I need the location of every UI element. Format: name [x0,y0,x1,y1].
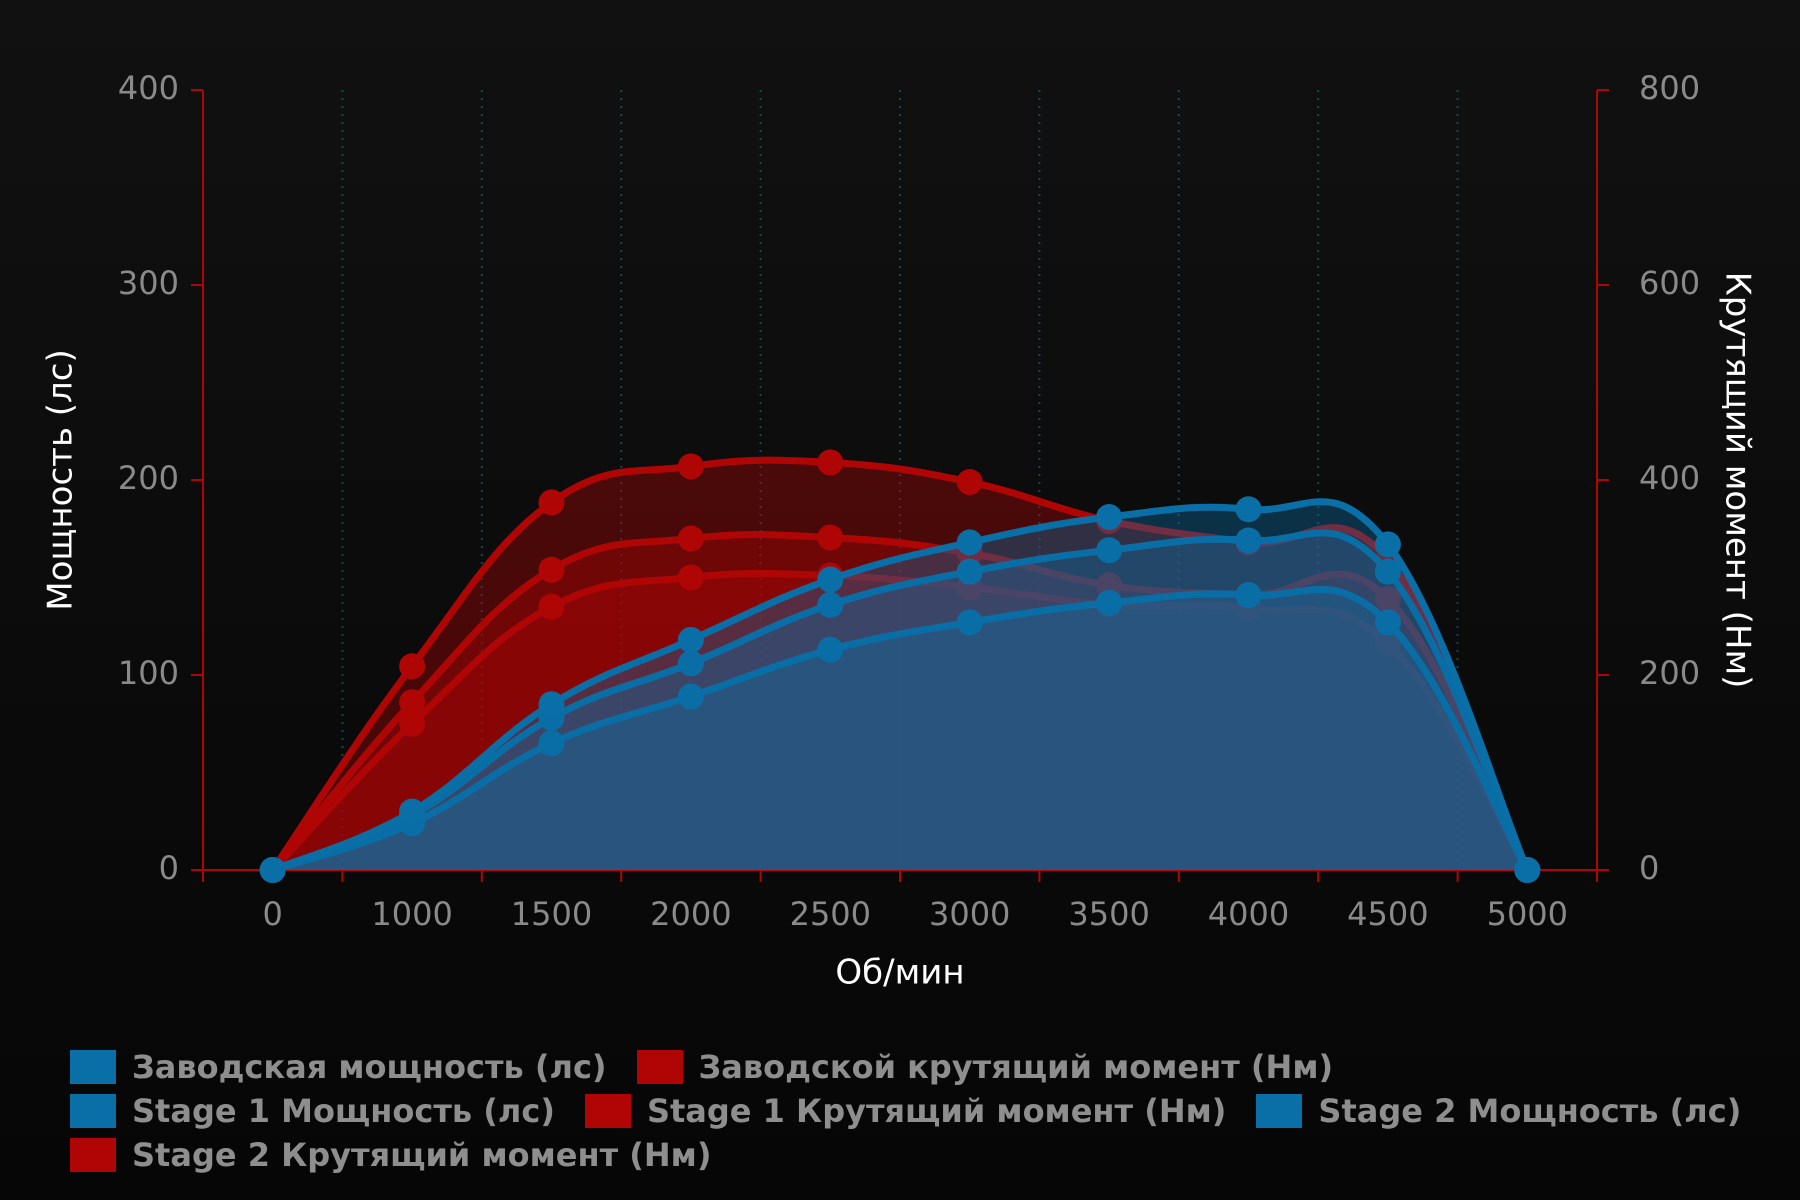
x-tick-label: 2000 [650,895,731,933]
legend-item[interactable]: Заводской крутящий момент (Нм) [636,1048,1334,1086]
line [270,569,1531,873]
legend-label: Заводская мощность (лс) [132,1048,607,1086]
legend-item[interactable]: Stage 1 Крутящий момент (Нм) [584,1092,1227,1130]
area [272,460,1528,870]
x-tick-label: 0 [263,895,283,933]
line [271,586,1531,874]
point [677,626,704,653]
point [677,525,704,552]
y-tick-label: 0 [159,849,179,887]
x-tick-label: 3500 [1068,895,1149,933]
y-tick-label: 300 [118,264,179,302]
legend-swatch [636,1050,683,1084]
point [1374,609,1401,636]
point [677,453,704,480]
point [817,566,844,593]
point [817,636,844,663]
point [956,529,983,556]
point [677,650,704,677]
legend-label: Stage 1 Крутящий момент (Нм) [646,1092,1227,1130]
legend-label: Заводской крутящий момент (Нм) [698,1048,1334,1086]
point [399,798,426,825]
line [270,531,1531,873]
point [1235,582,1262,609]
point [538,730,565,757]
point [817,591,844,618]
point [538,489,565,516]
legend-swatch [1256,1094,1303,1128]
x-tick-label: 5000 [1487,895,1568,933]
legend: Заводская мощность (лс) Заводской крутящи… [70,1048,1790,1174]
legend-item[interactable]: Stage 2 Крутящий момент (Нм) [70,1136,711,1174]
legend-swatch [584,1094,631,1128]
y2-tick-label: 200 [1639,654,1700,692]
point [1096,537,1123,564]
area [272,573,1528,870]
point [538,556,565,583]
x-axis-title: Об/мин [835,953,964,993]
legend-item[interactable]: Заводская мощность (лс) [70,1048,607,1086]
point [1374,585,1401,612]
point [677,683,704,710]
line [269,456,1531,872]
point [399,710,426,737]
legend-item[interactable]: Stage 1 Мощность (лс) [70,1092,555,1130]
area [272,589,1528,870]
point [1374,531,1401,558]
y2-tick-label: 600 [1639,264,1700,302]
point [956,468,983,495]
point [956,609,983,636]
point [1235,496,1262,523]
y-axis-title: Мощность (лс) [41,349,81,611]
x-tick-label: 1000 [371,895,452,933]
point [538,691,565,718]
legend-label: Stage 2 Мощность (лс) [1318,1092,1742,1130]
x-tick-label: 2500 [790,895,871,933]
point [1514,857,1541,883]
legend-label: Stage 1 Мощность (лс) [132,1092,555,1130]
area [272,534,1528,870]
area [272,501,1528,870]
y-tick-label: 200 [118,459,179,497]
legend-swatch [70,1050,116,1084]
x-tick-label: 3000 [929,895,1010,933]
point [1374,558,1401,585]
y2-tick-label: 400 [1639,459,1700,497]
y-tick-label: 400 [118,69,179,107]
point [1235,527,1262,554]
legend-item[interactable]: Stage 2 Мощность (лс) [1256,1092,1741,1130]
point [817,449,844,476]
point [677,564,704,591]
point [956,558,983,585]
point [399,689,426,716]
x-tick-label: 4500 [1347,895,1428,933]
point [1096,589,1123,616]
line [271,498,1531,874]
y2-tick-label: 800 [1639,69,1700,107]
y2-axis-title: Крутящий момент (Нм) [1718,272,1758,689]
point [259,857,286,883]
y2-tick-label: 0 [1639,849,1659,887]
legend-label: Stage 2 Крутящий момент (Нм) [132,1136,712,1174]
legend-swatch [70,1094,116,1128]
line [271,529,1531,874]
x-tick-label: 4000 [1208,895,1289,933]
area [272,532,1528,870]
point [817,524,844,551]
point [538,593,565,620]
point [1374,630,1401,657]
y-tick-label: 100 [118,654,179,692]
point [1096,504,1123,531]
point [399,653,426,680]
legend-swatch [70,1138,116,1172]
x-tick-label: 1500 [511,895,592,933]
